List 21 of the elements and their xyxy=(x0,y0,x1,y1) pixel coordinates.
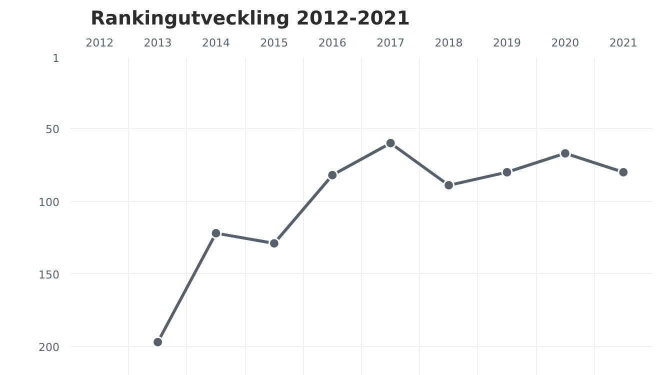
point xyxy=(559,148,571,160)
x-tick-label: 2015 xyxy=(260,36,288,50)
x-tick-label: 2013 xyxy=(144,36,172,50)
x-tick-label: 2014 xyxy=(202,36,230,50)
x-tick-label: 2012 xyxy=(86,36,114,50)
x-tick-label: 2019 xyxy=(493,36,522,50)
x-tick-label: 2020 xyxy=(551,36,580,50)
point xyxy=(326,169,338,181)
chart-title: Rankingutveckling 2012-2021 xyxy=(90,8,410,30)
point xyxy=(152,336,164,348)
x-tick-label: 2017 xyxy=(376,36,405,50)
y-tick-label: 50 xyxy=(46,123,60,136)
y-tick-label: 150 xyxy=(38,268,60,282)
x-tick-label: 2021 xyxy=(609,36,638,50)
x-tick-label: 2016 xyxy=(318,36,346,50)
y-tick-label: 200 xyxy=(38,340,60,354)
y-tick-label: 1 xyxy=(52,52,60,65)
y-tick-label: 100 xyxy=(38,196,60,209)
x-tick-label: 2018 xyxy=(434,36,463,50)
point xyxy=(268,238,280,250)
point xyxy=(384,137,396,149)
